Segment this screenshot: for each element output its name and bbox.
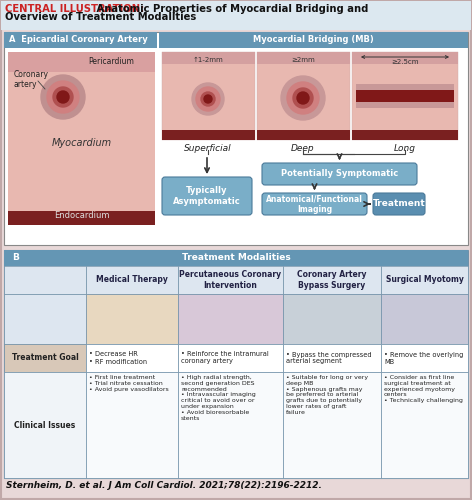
Text: • Remove the overlying
MB: • Remove the overlying MB: [384, 352, 464, 364]
Text: ↑1-2mm: ↑1-2mm: [193, 57, 223, 63]
Text: Anatomical/Functional
Imaging: Anatomical/Functional Imaging: [266, 194, 363, 214]
Bar: [4, 250, 468, 478]
Text: Overview of Treatment Modalities: Overview of Treatment Modalities: [5, 12, 196, 22]
Text: • Reinforce the intramural
coronary artery: • Reinforce the intramural coronary arte…: [181, 352, 269, 364]
Bar: [381, 294, 468, 344]
Text: CENTRAL ILLUSTRATION:: CENTRAL ILLUSTRATION:: [5, 4, 144, 14]
Text: Surgical Myotomy: Surgical Myotomy: [386, 276, 464, 284]
Circle shape: [297, 92, 309, 104]
Text: ≥2mm: ≥2mm: [291, 57, 315, 63]
Bar: [178, 372, 283, 478]
Circle shape: [41, 75, 85, 119]
Text: Long: Long: [394, 144, 416, 153]
Circle shape: [287, 82, 319, 114]
Bar: [4, 294, 86, 344]
Bar: [159, 32, 468, 48]
Bar: [4, 250, 468, 266]
Bar: [257, 52, 350, 140]
Bar: [86, 344, 178, 372]
FancyBboxPatch shape: [262, 163, 417, 185]
Bar: [352, 130, 458, 140]
Bar: [352, 52, 458, 140]
Bar: [8, 52, 155, 72]
Circle shape: [201, 92, 215, 106]
Text: Endocardium: Endocardium: [54, 211, 109, 220]
Text: Percutaneous Coronary
Intervention: Percutaneous Coronary Intervention: [179, 270, 282, 289]
Text: Treatment: Treatment: [372, 200, 425, 208]
Bar: [4, 372, 86, 478]
Text: • First line treatment
• Trial nitrate cessation
• Avoid pure vasodilators: • First line treatment • Trial nitrate c…: [89, 375, 169, 392]
Bar: [4, 32, 157, 48]
Bar: [356, 84, 454, 108]
Bar: [162, 52, 255, 140]
Bar: [283, 266, 381, 294]
Bar: [8, 211, 155, 225]
Text: A  Epicardial Coronary Artery: A Epicardial Coronary Artery: [9, 36, 148, 44]
Text: • Suitable for long or very
deep MB
• Saphenous grafts may
be preferred to arter: • Suitable for long or very deep MB • Sa…: [286, 375, 368, 415]
Text: B: B: [12, 254, 19, 262]
Circle shape: [281, 76, 325, 120]
Text: Treatment Goal: Treatment Goal: [12, 354, 78, 362]
Bar: [381, 266, 468, 294]
Text: Sternheim, D. et al. J Am Coll Cardiol. 2021;78(22):2196-2212.: Sternheim, D. et al. J Am Coll Cardiol. …: [6, 482, 322, 490]
Text: Treatment Modalities: Treatment Modalities: [182, 254, 290, 262]
Bar: [381, 344, 468, 372]
FancyBboxPatch shape: [262, 193, 367, 215]
Bar: [352, 52, 458, 64]
Circle shape: [204, 95, 212, 103]
Bar: [4, 266, 86, 294]
Text: Coronary Artery
Bypass Surgery: Coronary Artery Bypass Surgery: [297, 270, 367, 289]
Text: Clinical Issues: Clinical Issues: [14, 420, 76, 430]
Text: Myocardial Bridging (MB): Myocardial Bridging (MB): [253, 36, 374, 44]
Text: Pericardium: Pericardium: [88, 58, 134, 66]
Bar: [283, 344, 381, 372]
Bar: [86, 266, 178, 294]
Bar: [162, 52, 255, 64]
FancyBboxPatch shape: [162, 177, 252, 215]
Text: ≥2.5cm: ≥2.5cm: [391, 59, 419, 65]
Circle shape: [47, 81, 79, 113]
Text: • Bypass the compressed
arterial segment: • Bypass the compressed arterial segment: [286, 352, 371, 364]
Bar: [8, 52, 155, 225]
Text: Superficial: Superficial: [184, 144, 232, 153]
Circle shape: [293, 88, 313, 108]
Text: • Decrease HR
• RF modification: • Decrease HR • RF modification: [89, 352, 147, 364]
Text: • High radial strength,
second generation DES
recommended
• Intravascular imagin: • High radial strength, second generatio…: [181, 375, 256, 420]
Text: • Consider as first line
surgical treatment at
experienced myotomy
centers
• Tec: • Consider as first line surgical treatm…: [384, 375, 463, 403]
Circle shape: [196, 87, 220, 111]
Bar: [178, 294, 283, 344]
Circle shape: [53, 87, 73, 107]
Circle shape: [192, 83, 224, 115]
Bar: [86, 372, 178, 478]
Bar: [381, 372, 468, 478]
Bar: [1, 1, 471, 30]
Bar: [257, 52, 350, 64]
Bar: [257, 130, 350, 140]
Bar: [178, 266, 283, 294]
Bar: [4, 32, 468, 245]
Bar: [283, 294, 381, 344]
Text: Medical Therapy: Medical Therapy: [96, 276, 168, 284]
Bar: [178, 344, 283, 372]
Bar: [356, 90, 454, 102]
Bar: [86, 294, 178, 344]
Circle shape: [57, 91, 69, 103]
FancyBboxPatch shape: [373, 193, 425, 215]
Text: Potentially Symptomatic: Potentially Symptomatic: [281, 170, 398, 178]
Text: Anatomic Properties of Myocardial Bridging and: Anatomic Properties of Myocardial Bridgi…: [93, 4, 368, 14]
Bar: [283, 372, 381, 478]
Bar: [4, 344, 86, 372]
Bar: [162, 130, 255, 140]
Text: Myocardium: Myocardium: [51, 138, 111, 148]
Text: Typically
Asymptomatic: Typically Asymptomatic: [173, 186, 241, 206]
Text: Deep: Deep: [291, 144, 315, 153]
Text: Coronary
artery: Coronary artery: [14, 70, 49, 89]
